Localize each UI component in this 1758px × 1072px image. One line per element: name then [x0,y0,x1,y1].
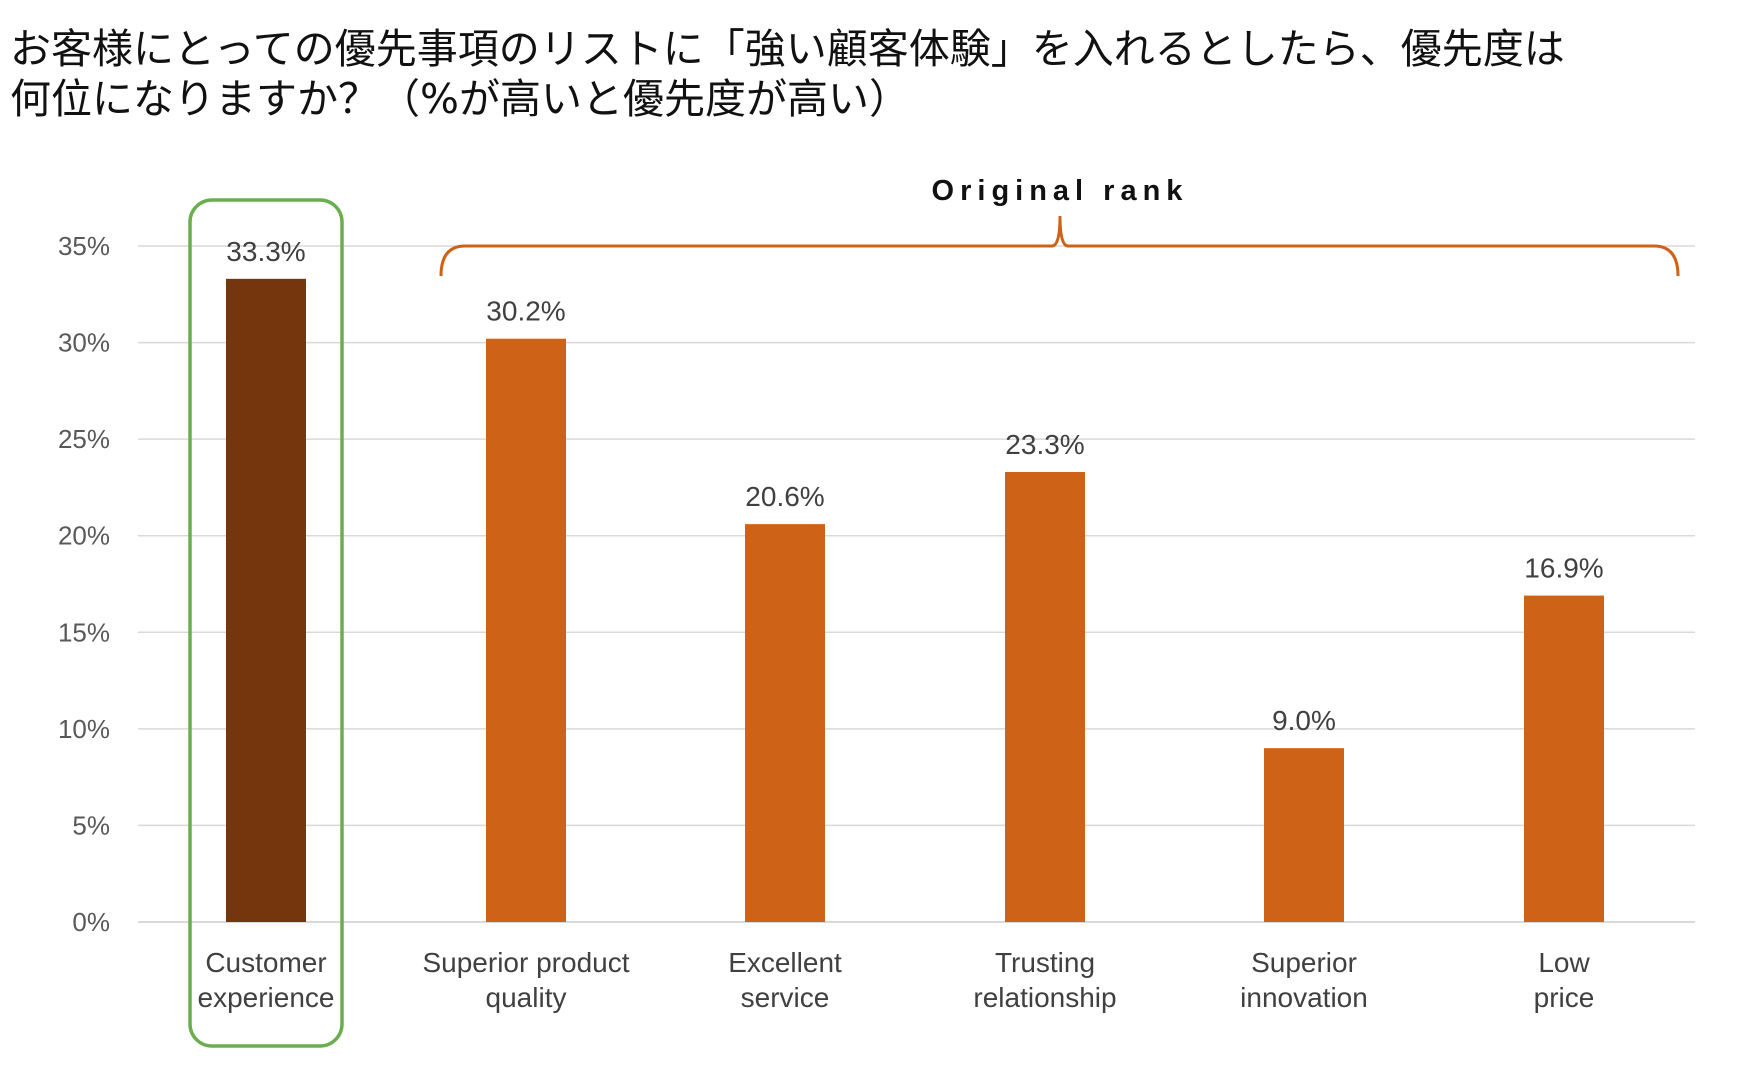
bar [1524,595,1604,922]
question-line-2: 何位になりますか？（%が高いと優先度が高い） [10,75,910,123]
x-category-label: quality [486,982,567,1013]
bar [1264,748,1344,922]
bar [745,524,825,922]
bar-value-label: 9.0% [1272,705,1336,736]
y-tick-label: 0% [72,907,110,937]
bar-value-label: 33.3% [226,236,305,267]
x-category-label: Low [1538,947,1590,978]
y-tick-label: 15% [58,617,110,647]
y-tick-label: 35% [58,231,110,261]
highlight-box [188,198,344,1048]
bar [1005,471,1085,922]
bar-value-label: 23.3% [1005,429,1084,460]
y-tick-label: 20% [58,521,110,551]
y-tick-label: 30% [58,328,110,358]
bracket [439,215,1680,277]
x-category-label: service [741,982,830,1013]
question-title: お客様にとっての優先事項のリストに「強い顧客体験」を入れるとしたら、優先度は 何… [10,24,1750,124]
x-category-label: Superior [1251,947,1357,978]
y-tick-label: 5% [72,810,110,840]
bar [486,338,566,922]
y-tick-label: 25% [58,424,110,454]
x-category-label: price [1534,982,1595,1013]
x-category-label: Trusting [995,947,1095,978]
x-category-label: Superior product [422,947,629,978]
bar-value-label: 16.9% [1524,553,1603,584]
x-category-label: innovation [1240,982,1368,1013]
y-tick-label: 10% [58,714,110,744]
bar [226,278,306,922]
x-category-label: Customer [205,947,326,978]
x-category-label: experience [198,982,335,1013]
bar-value-label: 20.6% [745,481,824,512]
question-line-1: お客様にとっての優先事項のリストに「強い顧客体験」を入れるとしたら、優先度は [10,25,1565,73]
bar-value-label: 30.2% [486,296,565,327]
x-category-label: Excellent [728,947,842,978]
x-category-label: relationship [973,982,1116,1013]
bracket-label: Original rank [932,175,1189,207]
